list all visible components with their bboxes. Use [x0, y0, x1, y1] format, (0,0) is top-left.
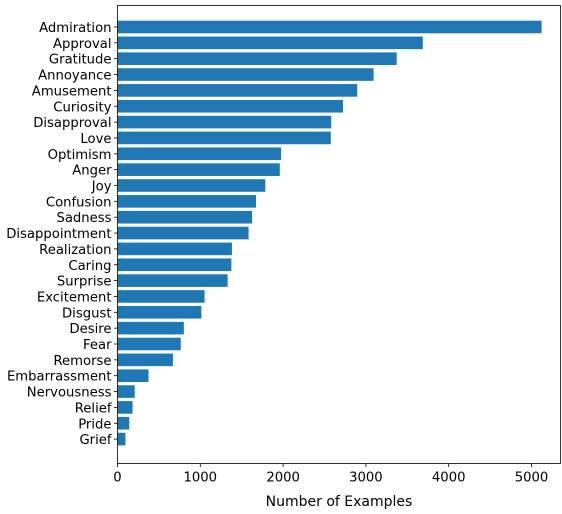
category-label-anger: Anger: [72, 164, 112, 179]
bar-relief: [117, 401, 133, 414]
category-label-curiosity: Curiosity: [53, 100, 111, 115]
category-label-desire: Desire: [69, 322, 111, 337]
bar-grief: [117, 432, 126, 446]
category-label-realization: Realization: [39, 243, 111, 258]
bar-joy: [117, 179, 266, 192]
x-tick-label: 4000: [432, 471, 466, 486]
bar-caring: [117, 258, 232, 272]
bar-nervousness: [117, 385, 135, 398]
category-label-relief: Relief: [75, 401, 112, 416]
category-label-caring: Caring: [68, 259, 111, 274]
bar-gratitude: [117, 52, 397, 65]
category-label-love: Love: [80, 132, 111, 147]
bar-approval: [117, 36, 423, 50]
bar-realization: [117, 242, 232, 256]
category-label-joy: Joy: [91, 180, 112, 195]
category-label-disappointment: Disappointment: [6, 227, 111, 242]
category-label-annoyance: Annoyance: [38, 69, 111, 84]
bar-remorse: [117, 353, 173, 367]
bar-optimism: [117, 147, 282, 161]
category-label-confusion: Confusion: [46, 195, 112, 210]
category-label-nervousness: Nervousness: [27, 386, 112, 401]
bar-embarrassment: [117, 369, 149, 382]
bar-disapproval: [117, 115, 332, 129]
category-label-remorse: Remorse: [53, 354, 111, 369]
category-label-approval: Approval: [53, 37, 112, 52]
category-label-gratitude: Gratitude: [49, 53, 112, 68]
bar-surprise: [117, 274, 228, 287]
x-axis-label: Number of Examples: [266, 494, 413, 510]
bar-admiration: [117, 20, 542, 34]
bar-sadness: [117, 210, 253, 224]
category-label-embarrassment: Embarrassment: [7, 370, 112, 385]
bar-desire: [117, 321, 184, 335]
x-tick-label: 1000: [184, 471, 218, 486]
category-label-disgust: Disgust: [62, 306, 111, 321]
category-label-sadness: Sadness: [56, 211, 111, 226]
bar-disgust: [117, 306, 202, 319]
bars-group: [117, 20, 542, 446]
bar-curiosity: [117, 99, 343, 113]
category-label-grief: Grief: [79, 433, 111, 448]
bar-amusement: [117, 84, 358, 97]
bar-confusion: [117, 195, 257, 208]
bar-excitement: [117, 290, 205, 303]
x-ticks-group: 0 1000 2000 3000 4000 5000: [113, 463, 549, 486]
category-label-admiration: Admiration: [39, 21, 111, 36]
bar-fear: [117, 337, 181, 351]
bar-love: [117, 131, 331, 145]
category-label-fear: Fear: [83, 338, 112, 353]
category-label-excitement: Excitement: [37, 290, 112, 305]
axes-group: [117, 5, 561, 464]
plot-frame: [117, 5, 561, 464]
bar-disappointment: [117, 226, 249, 240]
x-tick-label: 5000: [515, 471, 549, 486]
category-label-optimism: Optimism: [48, 148, 112, 163]
category-labels-group: AdmirationApprovalGratitudeAnnoyanceAmus…: [6, 21, 118, 448]
category-label-amusement: Amusement: [32, 84, 112, 99]
bar-anger: [117, 163, 280, 176]
x-tick-label: 0: [113, 471, 121, 486]
x-tick-label: 2000: [266, 471, 300, 486]
bar-annoyance: [117, 68, 374, 81]
category-label-disapproval: Disapproval: [33, 116, 111, 131]
category-label-surprise: Surprise: [57, 275, 112, 290]
category-label-pride: Pride: [78, 417, 111, 432]
bar-pride: [117, 416, 130, 430]
x-tick-label: 3000: [349, 471, 383, 486]
